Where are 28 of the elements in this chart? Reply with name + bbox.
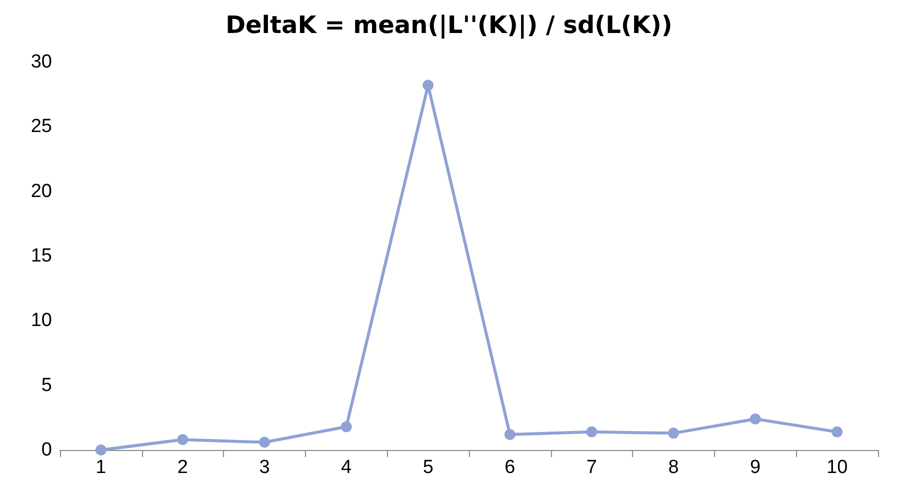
x-tick-label: 7 (586, 457, 597, 478)
y-tick-label: 20 (30, 180, 52, 202)
y-tick-label: 0 (41, 440, 52, 460)
point (95, 444, 106, 456)
point (340, 421, 352, 432)
point (832, 426, 843, 438)
x-tick-label: 8 (668, 457, 679, 478)
point (668, 428, 679, 439)
point (504, 428, 516, 440)
y-tick-label: 5 (41, 374, 52, 396)
y-tick-label: 25 (30, 116, 52, 138)
point (259, 436, 270, 448)
x-tick-label: 1 (96, 457, 106, 478)
x-tick-label: 10 (826, 457, 848, 478)
point (586, 426, 598, 438)
y-tick-label: 15 (30, 246, 52, 266)
x-tick-label: 5 (422, 457, 434, 478)
x-tick-label: 9 (750, 457, 761, 478)
point (750, 413, 761, 424)
x-tick-label: 2 (177, 457, 188, 478)
chart-title: DeltaK = mean(|L''(K)|) / sd(L(K)) (226, 11, 672, 39)
x-tick-label: 6 (504, 457, 516, 478)
y-tick-label: 30 (30, 52, 52, 72)
x-tick-label: 4 (341, 457, 352, 478)
point (177, 434, 188, 446)
x-tick-label: 3 (259, 457, 270, 478)
point (422, 80, 434, 91)
y-tick-label: 10 (30, 310, 52, 332)
